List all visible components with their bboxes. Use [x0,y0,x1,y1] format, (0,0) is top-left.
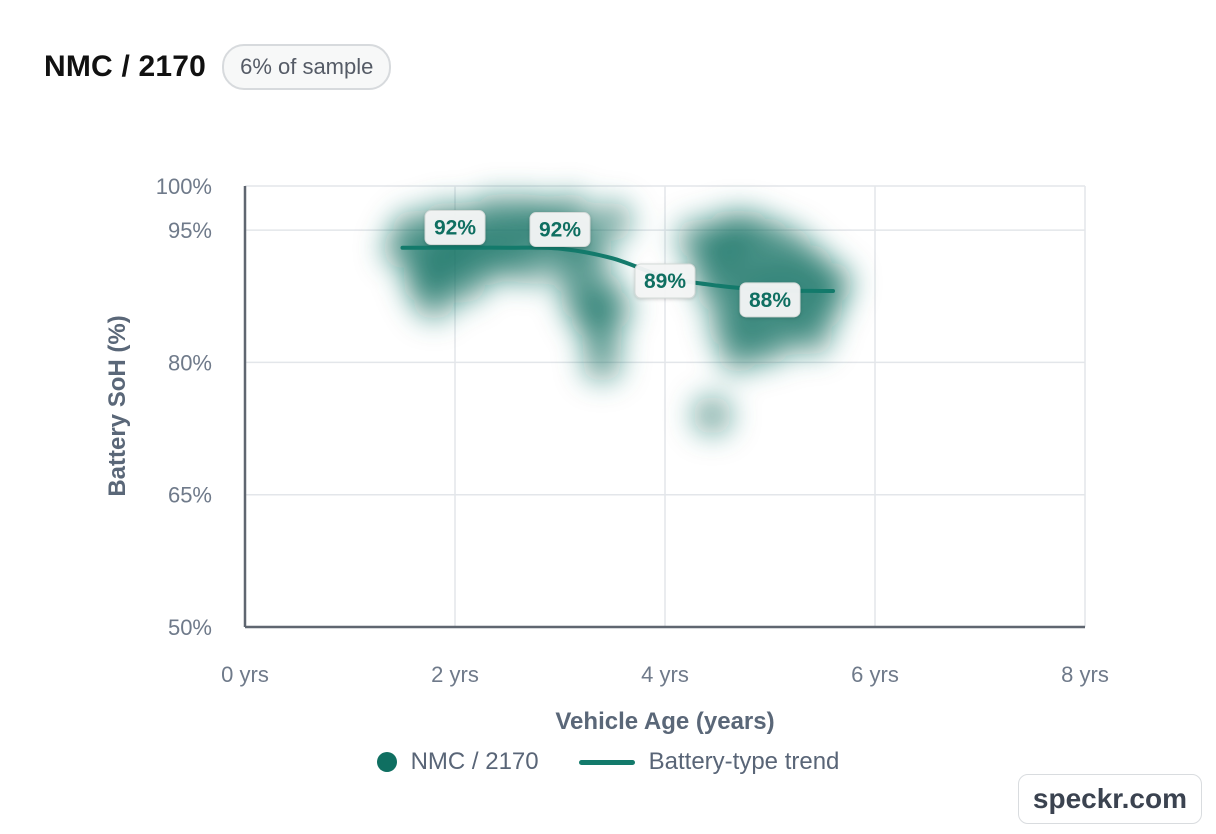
chart-title: NMC / 2170 [44,50,207,83]
y-tick-label: 80% [168,350,212,375]
density-point [592,289,633,330]
watermark-logo: speckr.com [1017,774,1202,824]
legend-label-trend: Battery-type trend [648,748,840,775]
data-label-text: 92% [434,217,476,240]
legend: NMC / 2170 Battery-type trend [0,748,1216,776]
grid [245,185,1086,627]
chart-header: NMC / 2170 6% of sample [44,44,392,90]
x-tick-label: 0 yrs [221,662,269,687]
data-label-text: 88% [749,289,791,312]
y-axis-label: Battery SoH (%) [104,315,131,496]
tick-labels: 0 yrs 2 yrs 4 yrs 6 yrs 8 yrs 50% 65% 80% 95% 100… [156,174,1109,687]
data-labels: 92% 92% 89% 88% [424,210,801,318]
data-label: 88% [739,282,801,318]
data-label-text: 92% [539,219,581,242]
density-point [582,342,622,383]
data-label: 92% [529,212,591,248]
legend-label-series: NMC / 2170 [410,748,539,775]
axes [243,186,1085,629]
y-tick-label: 50% [168,615,212,640]
density-point [692,395,733,436]
y-tick-label: 95% [168,218,212,243]
data-label-text: 89% [644,270,686,293]
legend-dot-icon [376,752,397,772]
data-label-box [529,212,591,248]
data-label-box [634,263,696,299]
x-tick-label: 8 yrs [1061,662,1109,687]
sample-share-badge: 6% of sample [222,44,392,90]
x-tick-label: 4 yrs [641,662,689,687]
legend-item-trend[interactable]: Battery-type trend [578,748,840,776]
x-tick-label: 6 yrs [851,662,899,687]
density-point [813,263,853,304]
data-label: 89% [634,263,696,299]
density-point [592,201,633,242]
data-label-box [424,210,486,246]
x-tick-label: 2 yrs [431,662,479,687]
legend-item-series[interactable]: NMC / 2170 [376,748,539,776]
data-label-box [739,282,801,318]
x-axis-label: Vehicle Age (years) [555,708,774,735]
y-tick-label: 100% [156,174,212,199]
y-tick-label: 65% [168,483,212,508]
data-label: 92% [424,210,486,246]
legend-line-icon [578,759,635,765]
